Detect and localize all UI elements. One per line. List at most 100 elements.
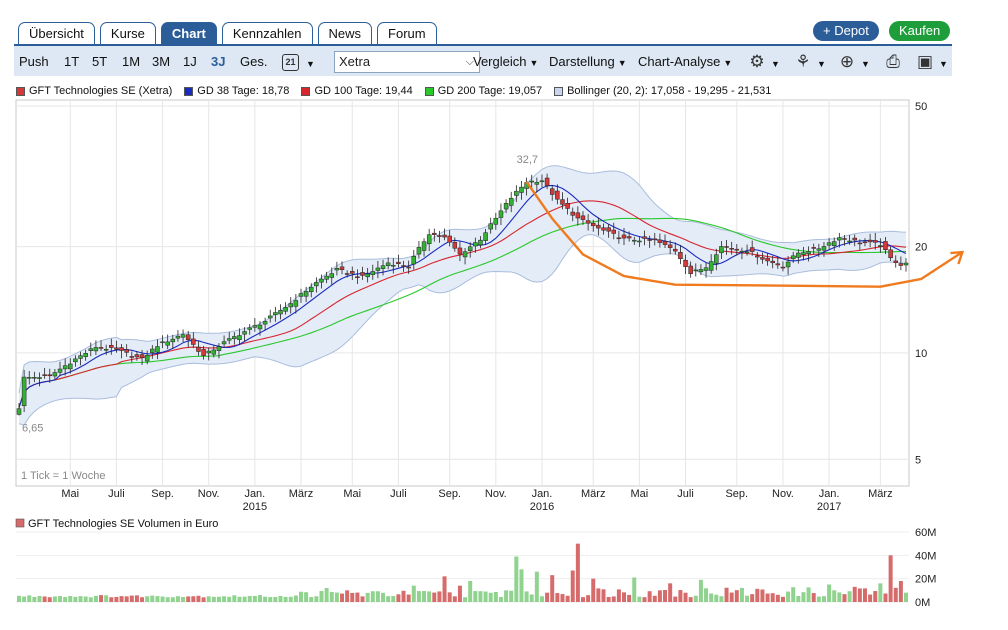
candle-body [508,197,514,206]
period-button-ges[interactable]: Ges. [240,54,268,69]
bollinger-lower-line [18,234,907,426]
candle [575,206,581,226]
volume-bar [288,596,293,602]
exchange-select[interactable]: Xetra ⌵ [334,51,480,73]
candle-body [883,241,888,251]
candle-body [262,321,268,325]
volume-bar [293,595,298,602]
candle [406,260,411,274]
volume-bar [570,570,575,602]
settings-caret[interactable]: ▼ [771,59,780,69]
candle [432,228,437,242]
display-menu[interactable]: Darstellung ▼ [549,54,627,69]
print-icon[interactable]: ⎙ [886,52,900,71]
tools-caret[interactable]: ▼ [817,59,826,69]
candle [524,177,529,196]
candle-body [519,186,524,193]
tab-kennzahlen[interactable]: Kennzahlen [221,22,313,44]
volume-bar [416,591,421,602]
tab-übersicht[interactable]: Übersicht [18,22,95,44]
period-button-1j[interactable]: 1J [183,54,197,69]
candle-body [78,355,83,359]
period-button-5t[interactable]: 5T [92,54,108,69]
candle [903,258,909,272]
period-button-3m[interactable]: 3M [152,54,171,69]
gd100-line [18,200,907,408]
candle [749,240,755,256]
tab-kurse[interactable]: Kurse [99,22,156,44]
volume-bar [580,597,585,602]
calendar-dropdown-caret[interactable]: ▼ [306,59,315,69]
calendar-icon[interactable]: 21 [282,54,299,71]
candle [544,173,550,190]
candle [806,246,811,262]
candle [226,331,232,345]
candle [590,219,596,232]
candle-body [683,260,688,267]
tab-bar: Übersicht Kurse Chart Kennzahlen News Forum [18,22,437,44]
y-tick-label: 10 [915,348,927,360]
candle [442,228,447,241]
candle [109,338,114,355]
candle [632,236,637,245]
period-button-push[interactable]: Push [19,54,49,69]
buy-button[interactable]: Kaufen [889,21,951,41]
tools-icon[interactable]: ⚘ [795,52,811,71]
candle [273,306,278,322]
candle [790,251,796,263]
add-to-depot-button[interactable]: + Depot [813,21,879,41]
zoom-caret[interactable]: ▼ [861,59,870,69]
candle [452,237,458,252]
legend-item: Bollinger (20, 2): 17,058 - 19,295 - 21,… [554,84,771,98]
candle [673,242,678,255]
period-button-1m[interactable]: 1M [122,54,141,69]
candle-body [493,217,499,225]
candle-body [319,278,324,283]
chart-analysis-menu[interactable]: Chart-Analyse ▼ [638,54,733,69]
candle-body [385,262,391,266]
candle [119,344,124,359]
candle [401,260,406,272]
candle-body [442,234,447,238]
volume-bar [329,591,334,602]
save-icon[interactable]: ▣ [916,52,934,71]
candle-body [734,248,740,251]
candle [606,223,611,238]
candle-body [37,377,42,379]
volume-bar [493,591,498,602]
volume-bar [22,596,27,602]
volume-bar [765,593,770,602]
period-button-1t[interactable]: 1T [64,54,80,69]
period-button-3j[interactable]: 3J [211,54,226,69]
candle [329,267,335,285]
candle-body [98,347,104,349]
candle [842,235,847,246]
volume-bar [411,585,416,602]
tab-forum[interactable]: Forum [377,22,437,44]
tab-news[interactable]: News [317,22,373,44]
volume-bar [601,589,606,602]
chart-legend: GFT Technologies SE (Xetra) GD 38 Tage: 1… [16,84,771,98]
zoom-icon[interactable]: ⊕ [839,52,855,71]
candle [585,214,591,231]
volume-bar [611,596,616,602]
save-caret[interactable]: ▼ [939,59,948,69]
candle-body [657,239,663,243]
candle-body [432,232,437,235]
candle-body [544,177,550,186]
settings-gear-icon[interactable]: ⚙ [749,52,765,71]
candle-body [175,335,181,339]
volume-bar [227,596,232,602]
candle [57,361,63,377]
candle-body [698,269,704,273]
volume-bar [309,597,314,602]
legend-swatch [424,86,434,96]
chart-analysis-label: Chart-Analyse [638,54,721,69]
tab-chart[interactable]: Chart [160,22,217,44]
candle-body [196,346,201,352]
candle-body [288,303,293,308]
compare-menu[interactable]: Vergleich ▼ [473,54,539,69]
volume-bar [432,592,437,602]
volume-bar [806,587,811,602]
volume-bar [129,595,134,602]
